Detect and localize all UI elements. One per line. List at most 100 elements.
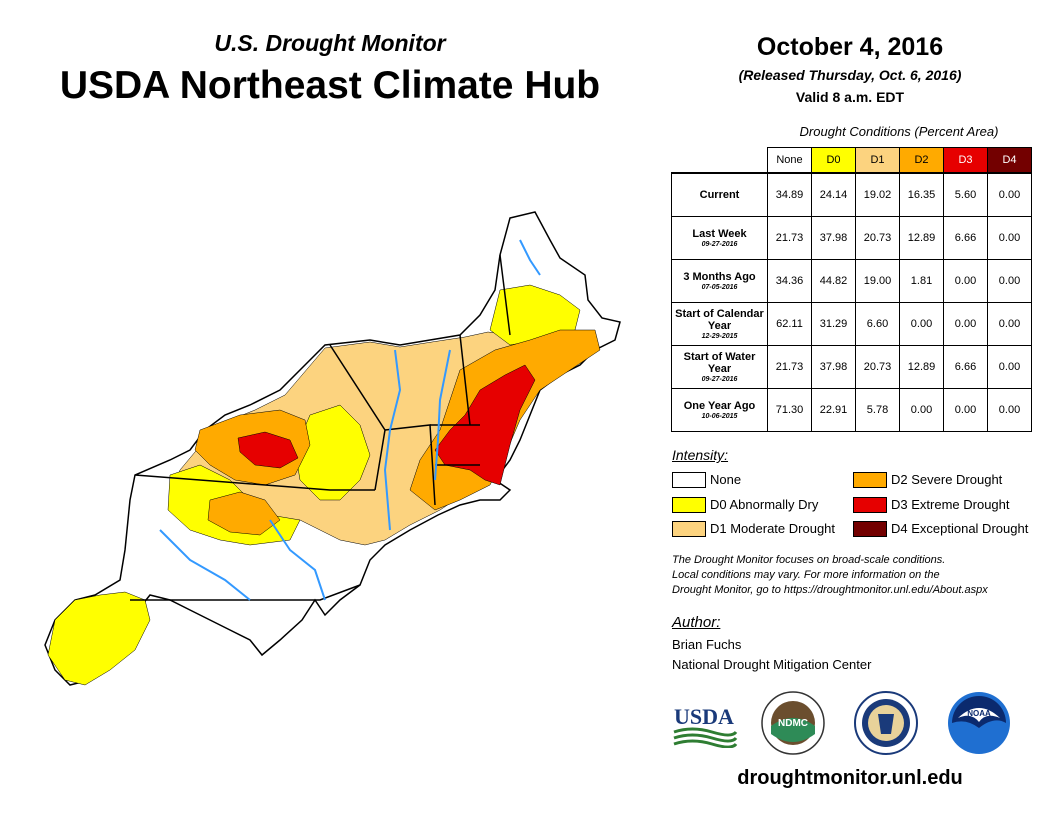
row-label-text: Last Week	[692, 227, 747, 240]
row-label: 3 Months Ago 07-05-2016	[671, 259, 768, 303]
row-date: 09-27-2016	[701, 240, 738, 248]
table-cell: 6.60	[855, 302, 900, 346]
table-cell: 0.00	[987, 172, 1032, 217]
legend-heading: Intensity:	[672, 447, 729, 463]
table-cell: 12.89	[899, 345, 944, 389]
col-d3: D3	[943, 147, 988, 174]
table-row: One Year Ago 10-06-2015 71.30 22.91 5.78 0.00…	[671, 388, 1032, 432]
table-cell: 19.02	[855, 172, 900, 217]
row-label-text: Current	[699, 189, 740, 201]
d0-area-wv	[47, 591, 151, 686]
legend-swatch	[853, 472, 887, 488]
table-corner	[672, 148, 768, 174]
row-label-text: Start of Water Year	[683, 350, 756, 375]
note-line: The Drought Monitor focuses on broad-sca…	[672, 554, 946, 566]
table-cell: 0.00	[987, 259, 1032, 303]
row-date: 10-06-2015	[701, 412, 738, 420]
col-d2: D2	[899, 147, 944, 174]
usda-logo: USDA	[673, 704, 738, 748]
row-label-text: 3 Months Ago	[683, 270, 756, 283]
table-cell: 34.36	[767, 259, 812, 303]
author-heading: Author:	[672, 614, 721, 631]
table-cell: 37.98	[811, 216, 856, 260]
table-cell: 0.00	[943, 388, 988, 432]
table-cell: 0.00	[943, 259, 988, 303]
legend-label: D4 Exceptional Drought	[891, 521, 1029, 536]
table-row: Last Week 09-27-2016 21.73 37.98 20.73 12.89 6…	[671, 216, 1032, 260]
row-label-text: Start of Calendar Year	[675, 307, 764, 332]
website-url[interactable]: droughtmonitor.unl.edu	[737, 767, 963, 789]
legend-label: None	[710, 472, 742, 487]
row-label-text: One Year Ago	[683, 399, 756, 412]
legend-label: D2 Severe Drought	[891, 472, 1003, 487]
ndmc-logo: NDMC	[761, 691, 825, 755]
table-cell: 0.00	[987, 302, 1032, 346]
col-d1: D1	[855, 147, 900, 174]
table-cell: 62.11	[767, 302, 812, 346]
noaa-logo-text: NOAA	[967, 709, 991, 718]
table-cell: 71.30	[767, 388, 812, 432]
d2-area-pa	[207, 491, 281, 536]
legend-swatch	[853, 521, 887, 537]
table-cell: 5.78	[855, 388, 900, 432]
table-cell: 19.00	[855, 259, 900, 303]
legend-swatch	[672, 472, 706, 488]
col-none: None	[767, 147, 812, 174]
row-label: Current	[671, 172, 768, 217]
map-title: USDA Northeast Climate Hub	[59, 64, 601, 107]
d3-area-ny	[237, 431, 299, 469]
table-cell: 0.00	[987, 345, 1032, 389]
row-label: Last Week 09-27-2016	[671, 216, 768, 260]
usda-logo-text: USDA	[674, 704, 734, 729]
author-organization: National Drought Mitigation Center	[672, 657, 872, 672]
table-cell: 1.81	[899, 259, 944, 303]
table-cell: 16.35	[899, 172, 944, 217]
state-boundaries	[130, 254, 511, 601]
row-date: 07-05-2016	[701, 283, 738, 291]
table-cell: 5.60	[943, 172, 988, 217]
row-label: Start of Water Year 09-27-2016	[671, 345, 768, 389]
author-name: Brian Fuchs	[672, 637, 742, 652]
valid-time: Valid 8 a.m. EDT	[795, 89, 905, 105]
table-cell: 6.66	[943, 216, 988, 260]
table-cell: 0.00	[899, 302, 944, 346]
row-label: Start of Calendar Year 12-29-2015	[671, 302, 768, 346]
map-subtitle: U.S. Drought Monitor	[214, 30, 446, 56]
col-d0: D0	[811, 147, 856, 174]
legend-label: D1 Moderate Drought	[710, 521, 836, 536]
table-cell: 6.66	[943, 345, 988, 389]
table-row: Current 34.89 24.14 19.02 16.35 5.60 0.00	[671, 172, 1032, 217]
d3-area-ne	[434, 364, 536, 486]
table-cell: 31.29	[811, 302, 856, 346]
table-cell: 20.73	[855, 216, 900, 260]
disclaimer-note: The Drought Monitor focuses on broad-sca…	[672, 553, 1042, 598]
table-row: Start of Water Year 09-27-2016 21.73 37.98 2…	[671, 345, 1032, 389]
legend-label: D0 Abnormally Dry	[710, 497, 819, 512]
drought-map	[44, 211, 621, 686]
table-cell: 20.73	[855, 345, 900, 389]
table-header-row: None D0 D1 D2 D3 D4	[672, 147, 1032, 174]
commerce-logo	[854, 691, 918, 755]
table-cell: 34.89	[767, 172, 812, 217]
table-row: Start of Calendar Year 12-29-2015 62.11 31.…	[671, 302, 1032, 346]
rivers	[159, 239, 541, 601]
note-line: Drought Monitor, go to https://droughtmo…	[672, 584, 988, 596]
noaa-logo: NOAA	[948, 692, 1010, 754]
table-cell: 22.91	[811, 388, 856, 432]
table-cell: 0.00	[943, 302, 988, 346]
table-caption: Drought Conditions (Percent Area)	[799, 124, 999, 139]
legend-swatch	[853, 497, 887, 513]
table-cell: 21.73	[767, 216, 812, 260]
table-cell: 44.82	[811, 259, 856, 303]
release-date: (Released Thursday, Oct. 6, 2016)	[738, 67, 962, 83]
legend-label: D3 Extreme Drought	[891, 497, 1010, 512]
table-cell: 0.00	[987, 216, 1032, 260]
table-cell: 0.00	[899, 388, 944, 432]
table-cell: 0.00	[987, 388, 1032, 432]
note-line: Local conditions may vary. For more info…	[672, 569, 940, 581]
row-date: 12-29-2015	[701, 332, 738, 340]
row-label: One Year Ago 10-06-2015	[671, 388, 768, 432]
table-cell: 21.73	[767, 345, 812, 389]
drought-conditions-table: None D0 D1 D2 D3 D4 Current 34.89 24.14 19.…	[671, 147, 1032, 432]
ndmc-logo-text: NDMC	[778, 718, 808, 729]
